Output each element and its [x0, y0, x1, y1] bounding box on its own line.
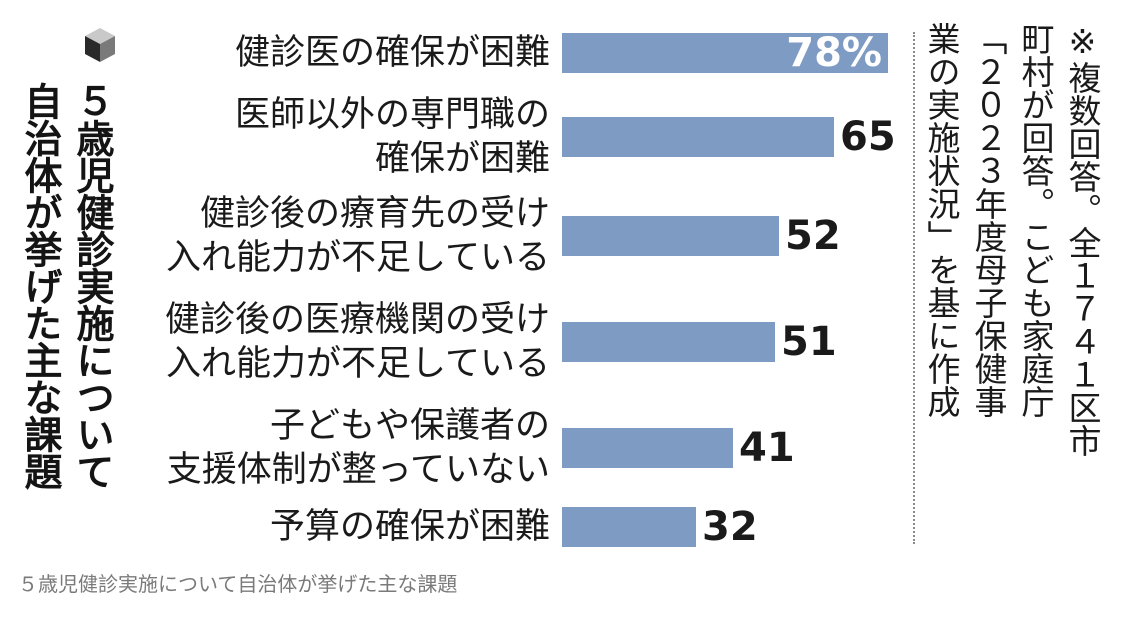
bar-4	[562, 322, 775, 362]
bar-1	[562, 33, 888, 73]
bar-5	[562, 428, 733, 468]
chart-title-line-1: ５歳児健診実施について	[70, 82, 114, 489]
cube-icon	[85, 28, 115, 62]
value-label-6: 32	[702, 504, 758, 550]
category-label-6: 予算の確保が困難	[269, 507, 550, 547]
chart-title-line-2: 自治体が挙げた主な課題	[18, 82, 62, 489]
value-label-5: 41	[739, 425, 795, 471]
chart: ５歳児健診実施について 自治体が挙げた主な課題 健診医の確保が困難医師以外の専門…	[18, 22, 1102, 550]
source-note-line-2: 町村が回答。こども家庭庁	[1016, 22, 1055, 418]
bar-2	[562, 117, 834, 157]
source-note-line-4: 業の実施状況」を基に作成	[922, 22, 961, 418]
value-label-1: 78%	[786, 30, 882, 76]
divider	[913, 32, 915, 544]
category-label-5: 子どもや保護者の 支援体制が整っていない	[166, 406, 550, 490]
category-label-1: 健診医の確保が困難	[234, 33, 550, 73]
bar-3	[562, 216, 779, 256]
category-label-2: 医師以外の専門職の 確保が困難	[234, 95, 550, 179]
image-caption: ５歳児健診実施について自治体が挙げた主な課題	[18, 572, 458, 596]
value-label-3: 52	[785, 213, 841, 259]
value-label-4: 51	[781, 319, 837, 365]
source-note-line-1: ※複数回答。全１７４１区市	[1063, 22, 1102, 457]
bar-6	[562, 507, 696, 547]
source-note-line-3: 「２０２３年度母子保健事	[969, 22, 1008, 418]
category-label-4: 健診後の医療機関の受け 入れ能力が不足している	[164, 300, 550, 384]
value-label-2: 65	[840, 114, 896, 160]
category-label-3: 健診後の療育先の受け 入れ能力が不足している	[166, 194, 550, 278]
